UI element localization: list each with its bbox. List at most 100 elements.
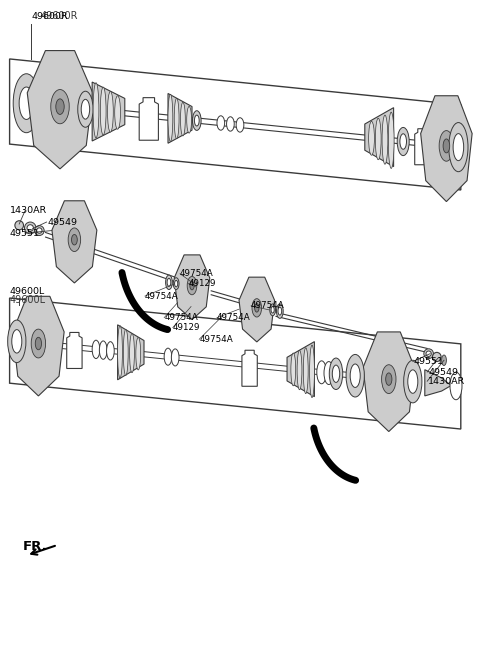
Ellipse shape: [439, 130, 454, 161]
Polygon shape: [365, 107, 394, 166]
Ellipse shape: [276, 304, 283, 318]
Ellipse shape: [192, 111, 201, 130]
Polygon shape: [10, 298, 461, 429]
Ellipse shape: [35, 225, 44, 236]
Text: 49600L: 49600L: [10, 287, 45, 296]
Ellipse shape: [217, 116, 225, 130]
Text: 49754A: 49754A: [164, 313, 198, 322]
Ellipse shape: [171, 349, 179, 366]
Ellipse shape: [270, 304, 276, 316]
Ellipse shape: [350, 364, 360, 387]
Ellipse shape: [397, 128, 409, 156]
Polygon shape: [425, 369, 451, 396]
Ellipse shape: [442, 355, 446, 365]
Ellipse shape: [15, 221, 24, 230]
Ellipse shape: [317, 361, 326, 384]
Ellipse shape: [36, 337, 41, 350]
Ellipse shape: [56, 99, 64, 115]
Text: 49754A: 49754A: [251, 301, 285, 310]
Ellipse shape: [388, 112, 394, 168]
Ellipse shape: [332, 365, 340, 383]
Ellipse shape: [68, 228, 81, 252]
Polygon shape: [415, 129, 430, 165]
Ellipse shape: [8, 320, 26, 363]
Ellipse shape: [426, 351, 431, 356]
Ellipse shape: [404, 360, 422, 403]
Ellipse shape: [19, 87, 34, 119]
Ellipse shape: [175, 280, 178, 287]
Ellipse shape: [310, 345, 314, 398]
Ellipse shape: [400, 134, 407, 149]
Text: 1430AR: 1430AR: [10, 206, 47, 215]
Ellipse shape: [190, 282, 194, 290]
Polygon shape: [287, 342, 314, 397]
Polygon shape: [52, 201, 97, 283]
Polygon shape: [420, 96, 472, 202]
Text: 49600R: 49600R: [41, 11, 78, 21]
Polygon shape: [242, 350, 257, 386]
Ellipse shape: [187, 106, 192, 133]
Ellipse shape: [123, 329, 128, 375]
Ellipse shape: [51, 90, 69, 124]
Polygon shape: [168, 94, 192, 143]
Ellipse shape: [291, 353, 296, 386]
Ellipse shape: [78, 91, 93, 127]
Polygon shape: [174, 255, 210, 320]
Ellipse shape: [31, 329, 46, 358]
Text: 49754A: 49754A: [180, 269, 214, 278]
Ellipse shape: [278, 307, 282, 315]
Polygon shape: [67, 333, 82, 369]
Ellipse shape: [166, 275, 172, 290]
Ellipse shape: [236, 118, 244, 132]
Ellipse shape: [36, 228, 42, 233]
Polygon shape: [27, 50, 93, 169]
Text: 49129: 49129: [188, 279, 216, 288]
Ellipse shape: [93, 83, 99, 138]
Ellipse shape: [164, 348, 172, 365]
Ellipse shape: [432, 352, 441, 362]
Ellipse shape: [382, 115, 388, 164]
Ellipse shape: [108, 92, 113, 132]
Ellipse shape: [329, 358, 343, 390]
Ellipse shape: [107, 342, 114, 360]
Text: 49129: 49129: [173, 323, 200, 332]
Ellipse shape: [382, 365, 396, 394]
Ellipse shape: [303, 348, 308, 394]
Polygon shape: [12, 296, 64, 396]
Ellipse shape: [100, 87, 106, 135]
Polygon shape: [363, 332, 415, 432]
Ellipse shape: [443, 139, 450, 153]
Ellipse shape: [386, 373, 392, 385]
Ellipse shape: [99, 341, 107, 360]
Ellipse shape: [81, 100, 90, 119]
Ellipse shape: [118, 326, 122, 378]
Ellipse shape: [167, 278, 171, 286]
Ellipse shape: [194, 115, 199, 126]
Polygon shape: [10, 59, 461, 190]
Ellipse shape: [424, 348, 433, 359]
Text: 49551: 49551: [414, 357, 444, 366]
Ellipse shape: [324, 362, 334, 384]
Text: 49549: 49549: [47, 217, 77, 227]
Text: 49600R: 49600R: [31, 12, 68, 21]
Ellipse shape: [375, 119, 381, 160]
Ellipse shape: [227, 117, 234, 131]
Ellipse shape: [271, 307, 274, 313]
Text: 1430AR: 1430AR: [428, 377, 466, 386]
Ellipse shape: [24, 222, 36, 234]
Ellipse shape: [408, 370, 418, 393]
Text: 49549: 49549: [428, 367, 458, 377]
Ellipse shape: [27, 225, 34, 231]
Text: 49754A: 49754A: [217, 313, 251, 322]
Polygon shape: [118, 325, 144, 380]
Ellipse shape: [136, 337, 141, 370]
Ellipse shape: [115, 96, 120, 129]
Ellipse shape: [450, 372, 462, 400]
Polygon shape: [92, 82, 125, 141]
Ellipse shape: [92, 340, 100, 358]
Ellipse shape: [254, 303, 259, 312]
Text: 49754A: 49754A: [199, 335, 233, 344]
Ellipse shape: [168, 94, 173, 141]
Polygon shape: [239, 277, 275, 342]
Ellipse shape: [174, 98, 179, 139]
